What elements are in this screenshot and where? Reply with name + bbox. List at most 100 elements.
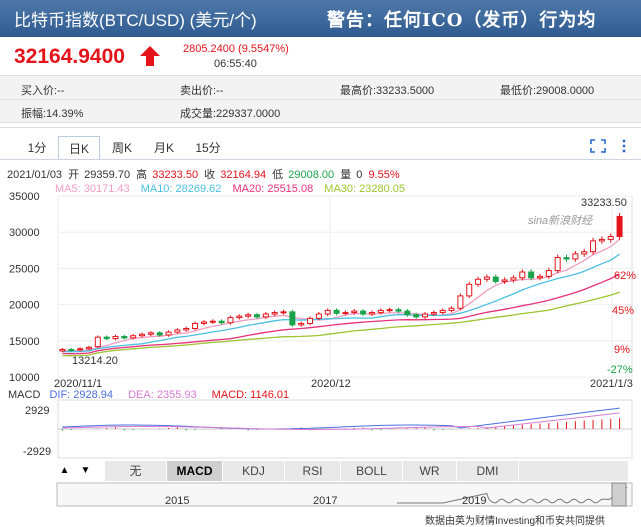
scroll-up-button[interactable]: ▲ xyxy=(59,465,70,476)
timeline-year: 2017 xyxy=(313,495,337,507)
indicator-none[interactable]: 无 xyxy=(105,461,167,481)
header-bar: 比特币指数(BTC/USD) (美元/个) 警告：任何ICO（发币）行为均 xyxy=(0,0,641,37)
macd-dif: DIF: 2928.94 xyxy=(49,389,113,401)
candle xyxy=(315,313,322,319)
more-menu-icon[interactable] xyxy=(621,139,627,153)
x-tick-label: 2020/12 xyxy=(311,378,351,390)
candle xyxy=(192,322,199,329)
data-source-footer: 数据由英为财情Investing和币安共同提供 xyxy=(425,516,606,527)
ma5-line xyxy=(62,238,621,352)
volume: 成交量:229337.0000 xyxy=(180,108,281,120)
indicator-kdj[interactable]: KDJ xyxy=(223,461,285,481)
candle xyxy=(130,335,137,339)
candle xyxy=(413,314,420,318)
candle xyxy=(307,317,314,324)
price-change: 2805.2400 (9.5547%) xyxy=(183,43,289,55)
timeline-year: 2015 xyxy=(165,495,189,507)
candle xyxy=(616,216,623,238)
sina-watermark: sina新浪财经 xyxy=(528,214,593,227)
page-title: 比特币指数(BTC/USD) (美元/个) xyxy=(14,11,257,30)
indicator-rsi[interactable]: RSI xyxy=(285,461,341,481)
candle xyxy=(112,335,119,340)
candle xyxy=(227,317,234,324)
quote-summary: 买入价:-- 卖出价:-- 最高价:33233.5000 最低价:29008.0… xyxy=(0,75,641,123)
indicator-wr[interactable]: WR xyxy=(403,461,457,481)
tab-daily[interactable]: 日K xyxy=(58,136,100,160)
dea-line xyxy=(62,412,620,430)
ma30-line xyxy=(62,291,620,357)
max-annotation: 33233.50 xyxy=(581,197,627,209)
candle xyxy=(572,253,579,260)
indicator-macd[interactable]: MACD xyxy=(167,461,223,481)
ma5-label: MA5: 30171.43 xyxy=(55,183,130,195)
candle xyxy=(209,320,216,323)
ohlc-pct: 9.55% xyxy=(368,169,399,181)
candle xyxy=(386,309,393,312)
candle xyxy=(554,257,561,272)
ohlc-close: 32164.94 xyxy=(220,169,266,181)
x-axis: 2020/11/1 2020/12 2021/1/3 xyxy=(54,378,633,390)
candle xyxy=(280,311,287,314)
indicator-dmi[interactable]: DMI xyxy=(457,461,519,481)
candle xyxy=(218,320,225,324)
y-tick-label: 10000 xyxy=(9,372,40,384)
candle xyxy=(183,327,190,331)
svg-text:9%: 9% xyxy=(614,344,630,356)
scroll-down-button[interactable]: ▼ xyxy=(80,465,91,476)
ohlc-vol: 0 xyxy=(356,169,362,181)
candle xyxy=(422,313,429,318)
candle xyxy=(395,309,402,312)
svg-text:MACD DIF: 2928.94 DEA:: MACD DIF: 2928.94 DEA: 2355.93 MACD: 114… xyxy=(8,389,289,401)
candle xyxy=(77,348,84,351)
macd-dea: DEA: 2355.93 xyxy=(128,389,197,401)
tab-1min[interactable]: 1分 xyxy=(27,141,47,155)
y-tick-label: 35000 xyxy=(9,191,40,203)
candle xyxy=(351,310,358,314)
candle xyxy=(590,240,597,253)
ma20-line xyxy=(62,273,620,355)
candle xyxy=(510,277,517,281)
candle xyxy=(68,348,75,351)
indicator-bar-end xyxy=(519,461,629,481)
fullscreen-icon[interactable] xyxy=(590,139,606,153)
macd-chart xyxy=(57,399,633,459)
candle xyxy=(253,314,260,318)
tab-15min[interactable]: 15分 xyxy=(195,141,221,155)
y-tick-label: 30000 xyxy=(9,227,40,239)
candle xyxy=(342,312,349,315)
candle xyxy=(430,312,437,315)
ohlc-low: 29008.00 xyxy=(288,169,334,181)
candle xyxy=(439,309,446,314)
navigator-line xyxy=(397,486,628,504)
candle xyxy=(236,315,243,319)
x-tick-label: 2021/1/3 xyxy=(590,378,633,390)
y-tick-label: 25000 xyxy=(9,263,40,275)
svg-text:2021/01/03 开 29359.70: 2021/01/03 开 29359.70 高 33233.50 收 32164… xyxy=(7,167,400,181)
candle xyxy=(121,335,128,339)
timeline-navigator[interactable]: 2015 2017 2019 xyxy=(56,482,633,507)
navigator-frame xyxy=(56,482,633,507)
candle xyxy=(174,329,181,333)
ma10-line xyxy=(62,253,620,353)
candle xyxy=(598,238,605,242)
candle xyxy=(377,309,384,314)
ma-lines xyxy=(62,238,621,357)
indicator-boll[interactable]: BOLL xyxy=(341,461,403,481)
pct-axis: 62% 45% 9% -27% xyxy=(607,270,636,376)
buy-price: 买入价:-- xyxy=(21,85,65,97)
candle xyxy=(536,275,543,279)
tab-monthly[interactable]: 月K xyxy=(153,141,174,155)
arrow-up-icon xyxy=(140,46,160,66)
tab-weekly[interactable]: 周K xyxy=(111,141,132,155)
candle xyxy=(94,336,101,348)
candle xyxy=(368,312,375,315)
candle xyxy=(448,307,455,311)
macd-value: MACD: 1146.01 xyxy=(212,389,289,401)
chart-grid xyxy=(57,195,633,378)
candle xyxy=(271,312,278,315)
low-price: 最低价:29008.0000 xyxy=(500,85,595,97)
quote-time: 06:55:40 xyxy=(214,58,257,70)
svg-text:-27%: -27% xyxy=(607,364,633,376)
candle xyxy=(360,310,367,315)
